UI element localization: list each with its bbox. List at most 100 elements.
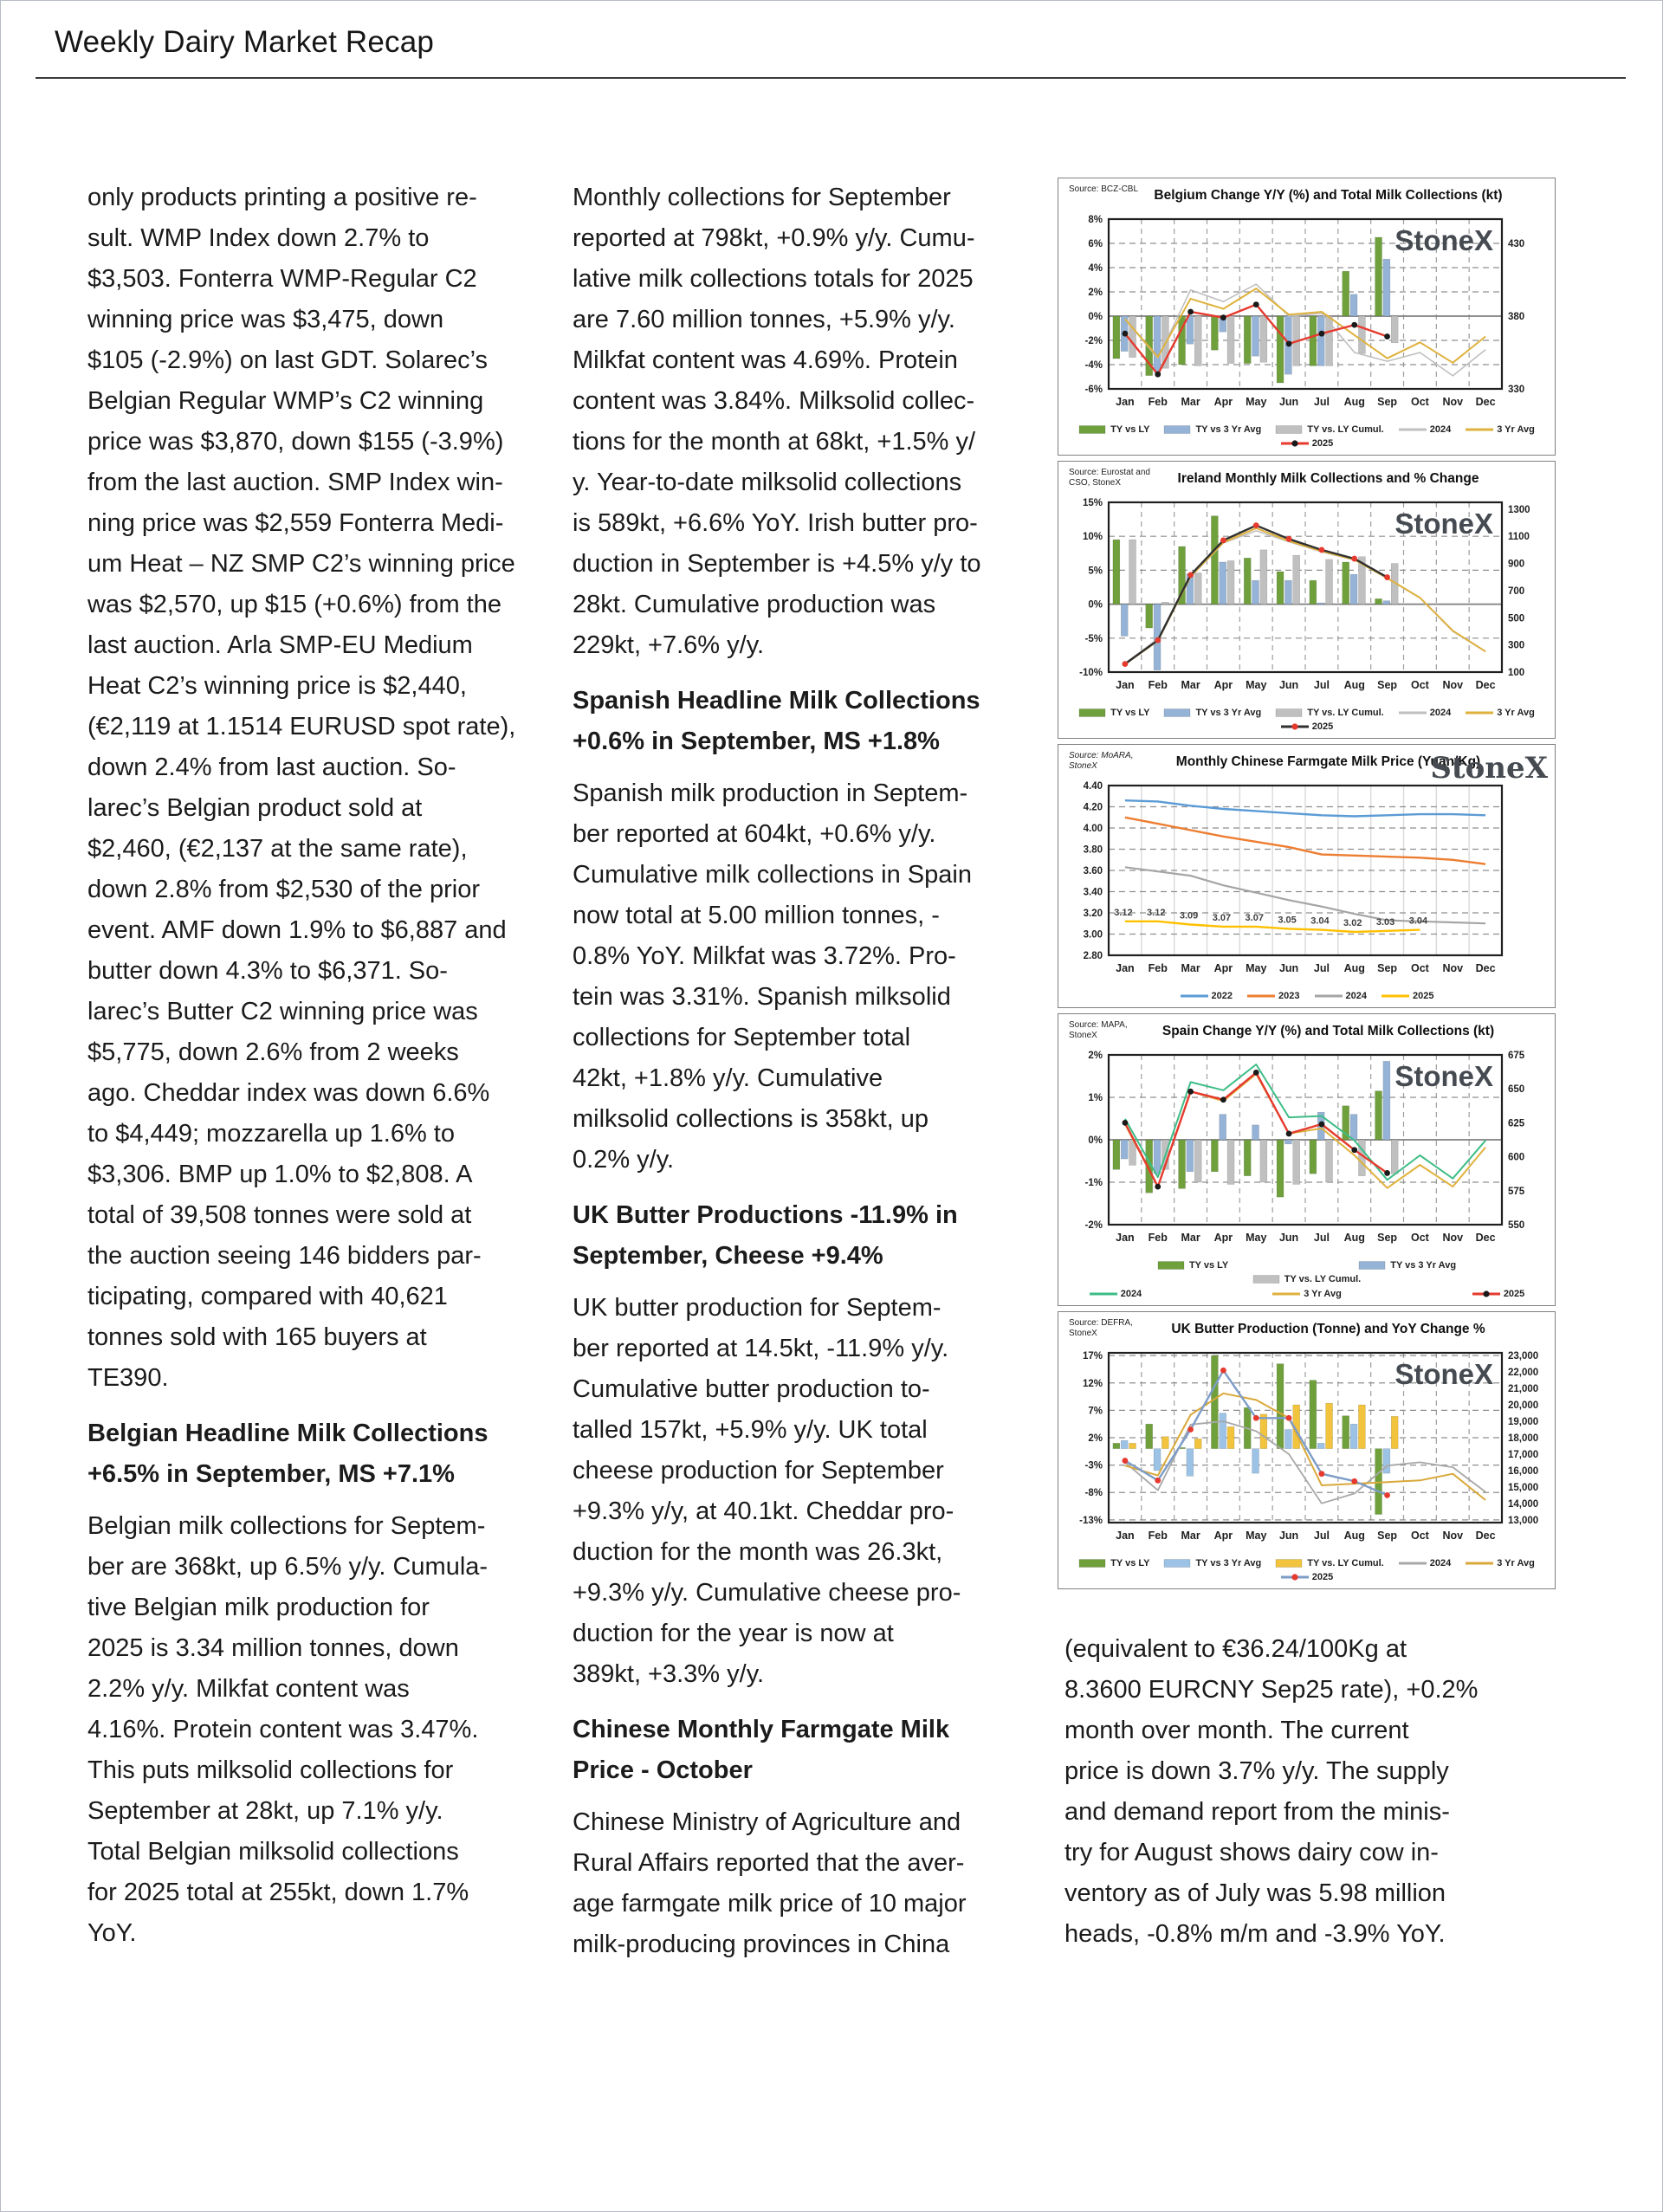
svg-text:575: 575 — [1508, 1187, 1525, 1197]
chart-legend: TY vs LY TY vs 3 Yr Avg TY vs. LY Cumul. 20… — [1064, 706, 1550, 734]
svg-text:Jul: Jul — [1314, 962, 1330, 974]
legend-line-swatch — [1398, 711, 1427, 715]
legend-label: TY vs 3 Yr Avg — [1390, 1260, 1457, 1271]
legend-bar-swatch — [1276, 425, 1303, 434]
legend-label: TY vs 3 Yr Avg — [1195, 424, 1262, 435]
chart-source: Source: Eurostat and CSO, StoneX — [1069, 468, 1150, 488]
svg-text:6%: 6% — [1088, 239, 1103, 249]
svg-text:-5%: -5% — [1085, 634, 1103, 644]
svg-text:Apr: Apr — [1214, 1530, 1233, 1542]
legend-bar-swatch — [1157, 1261, 1185, 1270]
svg-text:4.40: 4.40 — [1084, 781, 1103, 792]
svg-text:Feb: Feb — [1149, 1530, 1168, 1542]
legend-bar-swatch — [1078, 425, 1106, 434]
svg-text:Jan: Jan — [1116, 962, 1135, 974]
chart-spain: Source: MAPA, StoneX Spain Change Y/Y (%)… — [1058, 1013, 1556, 1306]
svg-text:Jul: Jul — [1314, 1530, 1330, 1542]
svg-text:Nov: Nov — [1442, 1530, 1463, 1542]
svg-text:16,000: 16,000 — [1508, 1466, 1538, 1477]
chart-source: Source: BCZ-CBL — [1069, 184, 1139, 194]
legend-item: 2024 — [1314, 991, 1367, 1001]
svg-text:15,000: 15,000 — [1508, 1483, 1538, 1493]
legend-label: 2024 — [1345, 991, 1367, 1001]
svg-text:8%: 8% — [1088, 215, 1103, 225]
svg-text:Nov: Nov — [1442, 1232, 1463, 1244]
svg-text:1300: 1300 — [1508, 505, 1530, 515]
chart-plot: 17% 12% 7% 2% -3% -8% -13% 23,000 22,000 21,000 20… — [1079, 1351, 1538, 1542]
svg-text:3.07: 3.07 — [1246, 913, 1264, 923]
legend-label: 2024 — [1429, 1558, 1452, 1568]
svg-text:18,000: 18,000 — [1508, 1433, 1538, 1444]
legend-label: 3 Yr Avg — [1497, 424, 1535, 435]
svg-text:20,000: 20,000 — [1508, 1400, 1538, 1411]
chart-ireland: Source: Eurostat and CSO, StoneX Ireland … — [1058, 461, 1556, 739]
legend-item: 3 Yr Avg — [1272, 1289, 1342, 1299]
legend-item: TY vs 3 Yr Avg — [1163, 708, 1261, 718]
svg-text:Jan: Jan — [1116, 1232, 1135, 1244]
svg-text:Mar: Mar — [1181, 396, 1200, 408]
svg-text:-4%: -4% — [1085, 360, 1103, 371]
legend-line-swatch — [1398, 1562, 1427, 1565]
svg-text:Feb: Feb — [1149, 1232, 1168, 1244]
legend-bar-swatch — [1164, 708, 1191, 717]
svg-text:5%: 5% — [1088, 566, 1103, 576]
chart-title: Belgium Change Y/Y (%) and Total Milk Co… — [1154, 188, 1503, 203]
paragraph: Belgian milk collections for Septem- ber… — [87, 1512, 489, 1947]
svg-text:Apr: Apr — [1214, 679, 1233, 691]
svg-text:Apr: Apr — [1214, 1232, 1233, 1244]
svg-text:19,000: 19,000 — [1508, 1417, 1538, 1427]
section-heading: Spanish Headline Milk Collections +0.6% … — [573, 687, 980, 755]
svg-text:300: 300 — [1508, 641, 1524, 651]
chart-legend: 2022 2023 2024 2025 — [1064, 989, 1550, 1004]
legend-item: 2024 — [1398, 424, 1451, 435]
legend-item: TY vs 3 Yr Avg — [1163, 1558, 1261, 1568]
svg-text:Aug: Aug — [1344, 962, 1365, 974]
svg-text:Jul: Jul — [1314, 1232, 1330, 1244]
header-divider — [36, 77, 1626, 79]
charts-stack: Source: BCZ-CBL Belgium Change Y/Y (%) an… — [1058, 178, 1556, 1589]
svg-text:7%: 7% — [1088, 1406, 1103, 1416]
legend-line-swatch — [1466, 711, 1494, 715]
svg-text:600: 600 — [1508, 1153, 1524, 1163]
svg-text:13,000: 13,000 — [1508, 1516, 1538, 1526]
svg-text:Mar: Mar — [1181, 1530, 1200, 1542]
legend-label: TY vs. LY Cumul. — [1307, 708, 1384, 718]
svg-text:3.02: 3.02 — [1343, 918, 1362, 928]
svg-text:10%: 10% — [1083, 532, 1103, 542]
svg-text:3.40: 3.40 — [1084, 888, 1103, 898]
svg-text:Jul: Jul — [1314, 679, 1330, 691]
svg-text:3.80: 3.80 — [1084, 845, 1103, 856]
paragraph: (equivalent to €36.24/100Kg at 8.3600 EU… — [1064, 1635, 1479, 1948]
svg-text:Dec: Dec — [1476, 962, 1496, 974]
svg-text:900: 900 — [1508, 559, 1524, 570]
svg-text:Aug: Aug — [1344, 1232, 1365, 1244]
svg-text:Jun: Jun — [1279, 962, 1298, 974]
svg-text:Jun: Jun — [1279, 679, 1298, 691]
svg-text:0%: 0% — [1088, 312, 1103, 322]
legend-label: 2023 — [1278, 991, 1300, 1001]
stonex-watermark: StoneX — [1430, 751, 1548, 786]
legend-label: 2025 — [1311, 721, 1334, 732]
legend-line-swatch — [1280, 723, 1309, 730]
svg-text:100: 100 — [1508, 668, 1524, 678]
legend-line-swatch — [1314, 994, 1343, 998]
svg-text:2%: 2% — [1088, 1051, 1103, 1061]
legend-label: TY vs LY — [1110, 1558, 1150, 1568]
chart-title: UK Butter Production (Tonne) and YoY Cha… — [1171, 1322, 1485, 1336]
svg-text:12%: 12% — [1083, 1379, 1103, 1389]
legend-bar-swatch — [1164, 1559, 1191, 1568]
svg-text:2.80: 2.80 — [1084, 951, 1103, 961]
chart-source: Source: DEFRA, StoneX — [1069, 1318, 1133, 1338]
legend-line-swatch — [1247, 994, 1276, 998]
legend-line-swatch — [1466, 428, 1494, 431]
chart-title: Monthly Chinese Farmgate Milk Price (Yua… — [1175, 754, 1481, 769]
chart-uk: Source: DEFRA, StoneX UK Butter Productio… — [1058, 1311, 1556, 1589]
svg-text:Sep: Sep — [1377, 1232, 1397, 1244]
svg-text:3.04: 3.04 — [1310, 916, 1330, 927]
stonex-watermark: StoneX — [1394, 1358, 1493, 1390]
legend-bar-swatch — [1078, 708, 1106, 717]
legend-item: 3 Yr Avg — [1465, 708, 1535, 718]
legend-item: TY vs. LY Cumul. — [1275, 708, 1384, 718]
svg-text:4.00: 4.00 — [1084, 824, 1103, 834]
